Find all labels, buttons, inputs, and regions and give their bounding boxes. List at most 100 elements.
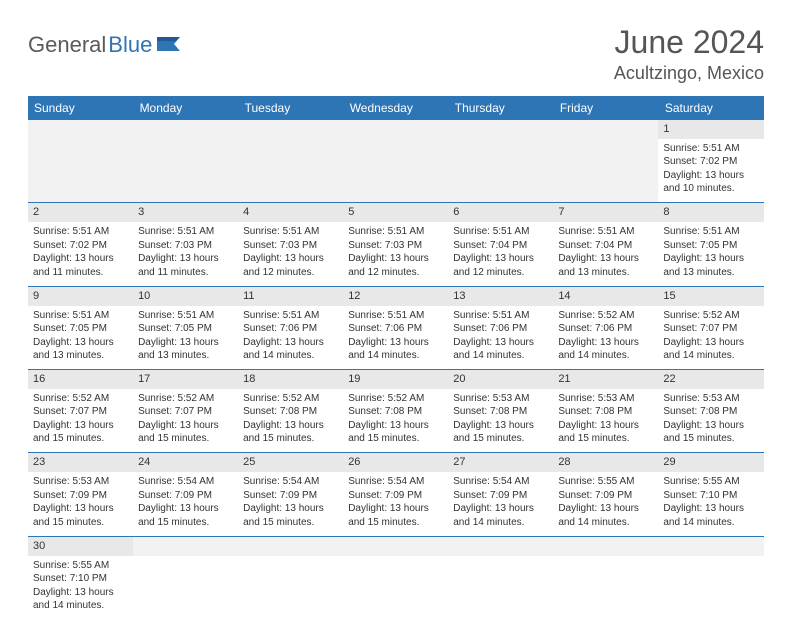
sunset-line: Sunset: 7:08 PM	[453, 405, 548, 419]
day-cell: Sunrise: 5:51 AMSunset: 7:06 PMDaylight:…	[238, 306, 343, 370]
day-number: 5	[343, 203, 448, 222]
day-cell: Sunrise: 5:53 AMSunset: 7:08 PMDaylight:…	[448, 389, 553, 453]
sunrise-line: Sunrise: 5:55 AM	[663, 475, 758, 489]
day-cell: Sunrise: 5:52 AMSunset: 7:07 PMDaylight:…	[658, 306, 763, 370]
week-row: Sunrise: 5:51 AMSunset: 7:05 PMDaylight:…	[28, 306, 764, 370]
day-cell	[448, 556, 553, 620]
day-number: 16	[28, 370, 133, 389]
day-cell: Sunrise: 5:51 AMSunset: 7:05 PMDaylight:…	[658, 222, 763, 286]
day-number: 19	[343, 370, 448, 389]
sunrise-line: Sunrise: 5:51 AM	[663, 225, 758, 239]
day-number: 2	[28, 203, 133, 222]
day-number: 23	[28, 453, 133, 472]
week-row: Sunrise: 5:55 AMSunset: 7:10 PMDaylight:…	[28, 556, 764, 620]
day-number: 7	[553, 203, 658, 222]
day-number	[343, 120, 448, 139]
sunrise-line: Sunrise: 5:52 AM	[33, 392, 128, 406]
sunset-line: Sunset: 7:03 PM	[138, 239, 233, 253]
sunrise-line: Sunrise: 5:53 AM	[663, 392, 758, 406]
sunrise-line: Sunrise: 5:54 AM	[453, 475, 548, 489]
day-number	[448, 120, 553, 139]
day-cell: Sunrise: 5:54 AMSunset: 7:09 PMDaylight:…	[448, 472, 553, 536]
daylight-line: Daylight: 13 hours and 14 minutes.	[453, 336, 548, 363]
day-cell	[448, 139, 553, 203]
day-header: Tuesday	[238, 96, 343, 120]
sunrise-line: Sunrise: 5:51 AM	[33, 225, 128, 239]
sunset-line: Sunset: 7:06 PM	[243, 322, 338, 336]
day-number-row: 23242526272829	[28, 453, 764, 472]
day-number: 28	[553, 453, 658, 472]
day-number: 20	[448, 370, 553, 389]
sunset-line: Sunset: 7:09 PM	[138, 489, 233, 503]
day-cell: Sunrise: 5:52 AMSunset: 7:08 PMDaylight:…	[343, 389, 448, 453]
day-cell: Sunrise: 5:51 AMSunset: 7:02 PMDaylight:…	[658, 139, 763, 203]
sunrise-line: Sunrise: 5:51 AM	[453, 309, 548, 323]
title-block: June 2024 Acultzingo, Mexico	[614, 24, 764, 84]
day-number: 17	[133, 370, 238, 389]
day-number	[448, 536, 553, 555]
day-number: 3	[133, 203, 238, 222]
daylight-line: Daylight: 13 hours and 13 minutes.	[33, 336, 128, 363]
sunset-line: Sunset: 7:09 PM	[453, 489, 548, 503]
day-number: 21	[553, 370, 658, 389]
day-cell: Sunrise: 5:51 AMSunset: 7:06 PMDaylight:…	[448, 306, 553, 370]
day-number: 1	[658, 120, 763, 139]
day-header: Thursday	[448, 96, 553, 120]
day-number	[133, 536, 238, 555]
day-number	[238, 536, 343, 555]
day-cell	[553, 556, 658, 620]
day-cell: Sunrise: 5:54 AMSunset: 7:09 PMDaylight:…	[343, 472, 448, 536]
sunset-line: Sunset: 7:07 PM	[33, 405, 128, 419]
daylight-line: Daylight: 13 hours and 14 minutes.	[33, 586, 128, 613]
day-header: Saturday	[658, 96, 763, 120]
day-number: 25	[238, 453, 343, 472]
calendar-header-row: SundayMondayTuesdayWednesdayThursdayFrid…	[28, 96, 764, 120]
daylight-line: Daylight: 13 hours and 12 minutes.	[243, 252, 338, 279]
sunrise-line: Sunrise: 5:51 AM	[138, 309, 233, 323]
week-row: Sunrise: 5:53 AMSunset: 7:09 PMDaylight:…	[28, 472, 764, 536]
day-cell	[238, 556, 343, 620]
sunrise-line: Sunrise: 5:51 AM	[558, 225, 653, 239]
logo-flag-icon	[156, 35, 182, 56]
sunset-line: Sunset: 7:05 PM	[33, 322, 128, 336]
day-number: 15	[658, 286, 763, 305]
sunset-line: Sunset: 7:06 PM	[348, 322, 443, 336]
day-number	[343, 536, 448, 555]
day-header: Sunday	[28, 96, 133, 120]
sunrise-line: Sunrise: 5:52 AM	[663, 309, 758, 323]
day-number	[553, 536, 658, 555]
day-number: 13	[448, 286, 553, 305]
sunset-line: Sunset: 7:07 PM	[138, 405, 233, 419]
day-cell: Sunrise: 5:55 AMSunset: 7:10 PMDaylight:…	[658, 472, 763, 536]
day-number-row: 2345678	[28, 203, 764, 222]
sunset-line: Sunset: 7:07 PM	[663, 322, 758, 336]
sunset-line: Sunset: 7:02 PM	[33, 239, 128, 253]
day-cell: Sunrise: 5:54 AMSunset: 7:09 PMDaylight:…	[238, 472, 343, 536]
day-number: 14	[553, 286, 658, 305]
day-number: 11	[238, 286, 343, 305]
daylight-line: Daylight: 13 hours and 15 minutes.	[243, 502, 338, 529]
sunrise-line: Sunrise: 5:51 AM	[243, 309, 338, 323]
day-number: 6	[448, 203, 553, 222]
sunset-line: Sunset: 7:08 PM	[558, 405, 653, 419]
sunset-line: Sunset: 7:10 PM	[663, 489, 758, 503]
sunset-line: Sunset: 7:04 PM	[453, 239, 548, 253]
daylight-line: Daylight: 13 hours and 15 minutes.	[453, 419, 548, 446]
sunset-line: Sunset: 7:02 PM	[663, 155, 758, 169]
sunset-line: Sunset: 7:08 PM	[663, 405, 758, 419]
day-cell: Sunrise: 5:53 AMSunset: 7:08 PMDaylight:…	[658, 389, 763, 453]
daylight-line: Daylight: 13 hours and 14 minutes.	[453, 502, 548, 529]
day-number: 4	[238, 203, 343, 222]
day-number: 12	[343, 286, 448, 305]
day-cell	[343, 556, 448, 620]
day-cell: Sunrise: 5:51 AMSunset: 7:03 PMDaylight:…	[238, 222, 343, 286]
sunset-line: Sunset: 7:08 PM	[348, 405, 443, 419]
day-cell	[343, 139, 448, 203]
sunrise-line: Sunrise: 5:54 AM	[138, 475, 233, 489]
daylight-line: Daylight: 13 hours and 12 minutes.	[348, 252, 443, 279]
sunrise-line: Sunrise: 5:51 AM	[348, 225, 443, 239]
location: Acultzingo, Mexico	[614, 63, 764, 84]
day-cell: Sunrise: 5:53 AMSunset: 7:08 PMDaylight:…	[553, 389, 658, 453]
day-cell: Sunrise: 5:53 AMSunset: 7:09 PMDaylight:…	[28, 472, 133, 536]
sunrise-line: Sunrise: 5:52 AM	[558, 309, 653, 323]
